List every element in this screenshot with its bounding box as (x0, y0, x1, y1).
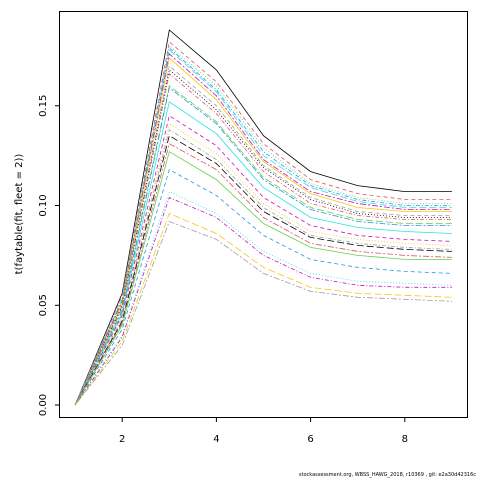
series-line-7 (74, 57, 452, 406)
y-tick-label: 0.05 (38, 294, 49, 316)
series-line-24 (74, 220, 452, 406)
series-line-5 (74, 49, 452, 406)
series-line-23 (74, 212, 452, 406)
series-line-13 (74, 101, 452, 406)
x-tick-label: 2 (119, 434, 125, 445)
series-line-15 (74, 123, 452, 406)
series-line-22 (74, 196, 452, 406)
series-line-11 (74, 85, 452, 406)
footer-source: stockassessment.org, WBSS_HAWG_2018, r10… (298, 472, 476, 478)
series-line-16 (74, 129, 452, 406)
x-axis: 2 4 6 8 (119, 417, 408, 445)
series-line-10 (74, 73, 452, 406)
x-tick-label: 6 (307, 434, 313, 445)
series-line-18 (74, 143, 452, 406)
plot-frame (59, 11, 468, 418)
series-line-1 (74, 29, 452, 406)
series-line-12 (74, 87, 452, 406)
series-line-3 (74, 45, 452, 406)
x-tick-label: 4 (213, 434, 219, 445)
series-layer (74, 29, 452, 406)
y-axis: 0.00 0.05 0.10 0.15 (38, 95, 60, 416)
series-line-9 (74, 69, 452, 406)
y-tick-label: 0.00 (38, 394, 49, 416)
x-tick-label: 8 (402, 434, 408, 445)
series-line-4 (74, 47, 452, 406)
series-line-6 (74, 53, 452, 406)
series-line-20 (74, 169, 452, 406)
series-line-19 (74, 151, 452, 406)
series-line-17 (74, 135, 452, 406)
y-tick-label: 0.10 (38, 194, 49, 216)
series-line-8 (74, 65, 452, 406)
series-line-2 (74, 41, 452, 406)
series-line-14 (74, 115, 452, 406)
y-axis-title: t(faytable(fit, fleet = 2)) (14, 154, 25, 275)
y-tick-label: 0.15 (38, 95, 49, 117)
